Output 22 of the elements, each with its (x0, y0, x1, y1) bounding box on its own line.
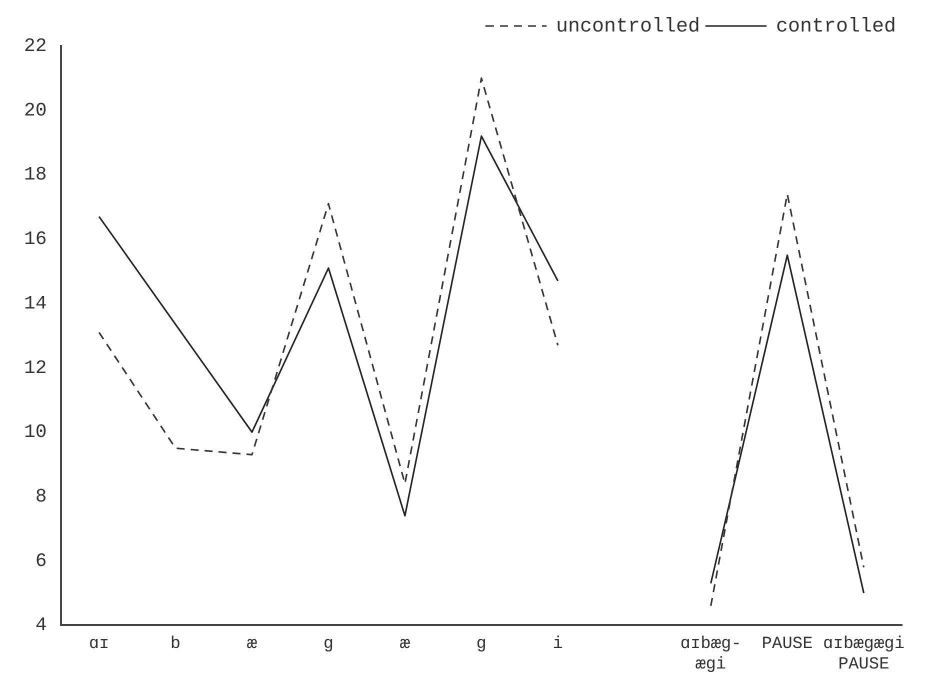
x-tick-label: i (552, 634, 563, 654)
x-tick-label: ɑɪ (88, 634, 110, 654)
y-tick-label: 20 (24, 99, 47, 122)
x-tick-label: ɑɪbæg- æɡi (680, 634, 742, 674)
y-tick-label: 18 (24, 164, 47, 186)
legend-label: uncontrolled (556, 15, 700, 38)
x-tick-label: ɑɪbægæɡi PAUSE (822, 634, 905, 674)
x-tick-label: b (170, 634, 181, 654)
x-tick-label: æ (246, 634, 258, 654)
y-tick-label: 8 (35, 486, 47, 508)
y-tick-label: 12 (24, 356, 47, 379)
y-tick-label: 10 (24, 421, 47, 444)
y-tick-label: 6 (35, 550, 47, 572)
y-tick-label: 16 (24, 228, 47, 250)
y-tick-label: 22 (24, 35, 47, 58)
x-tick-label: æ (400, 634, 411, 654)
y-tick-label: 14 (24, 292, 47, 314)
x-tick-label: g (476, 634, 487, 654)
legend-label: controlled (776, 15, 896, 38)
y-tick-label: 4 (35, 614, 47, 636)
x-tick-label: g (323, 634, 334, 654)
x-tick-label: PAUSE (762, 634, 813, 654)
